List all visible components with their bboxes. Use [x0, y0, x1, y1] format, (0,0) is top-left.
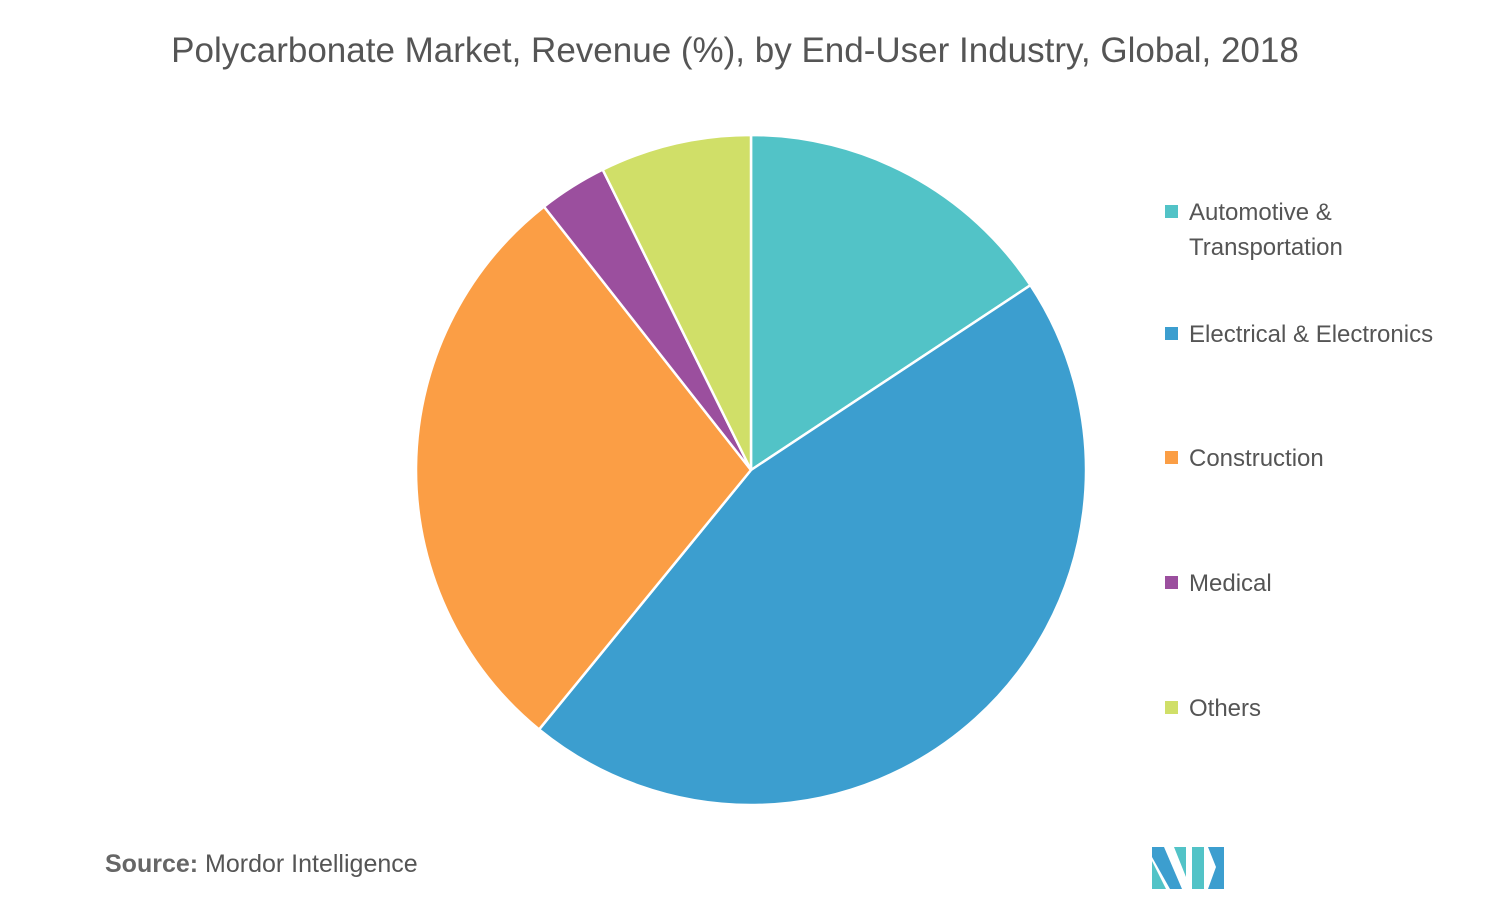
source-note: Source: Mordor Intelligence — [105, 850, 418, 879]
pie-slice-others — [601, 133, 753, 471]
legend-label: Automotive & Transportation — [1189, 199, 1343, 261]
legend-label: Electrical & Electronics — [1189, 321, 1434, 348]
legend-swatch — [1165, 205, 1178, 218]
pie-slice-construction — [414, 204, 753, 732]
legend-swatch — [1165, 576, 1178, 589]
mordor-logo-icon — [1152, 847, 1224, 889]
chart-title: Polycarbonate Market, Revenue (%), by En… — [171, 31, 1299, 70]
legend-swatch — [1165, 701, 1178, 714]
legend-label: Medical — [1189, 570, 1272, 597]
pie-slice-automotive-transportation — [749, 133, 1033, 473]
source-label: Source: — [105, 850, 199, 878]
legend-swatch — [1165, 451, 1178, 464]
legend-label: Construction — [1189, 445, 1324, 472]
legend-swatch — [1165, 327, 1178, 340]
pie-slice-electrical-electronics — [537, 283, 1088, 807]
source-text: Mordor Intelligence — [205, 850, 418, 878]
legend-label: Others — [1189, 695, 1262, 722]
